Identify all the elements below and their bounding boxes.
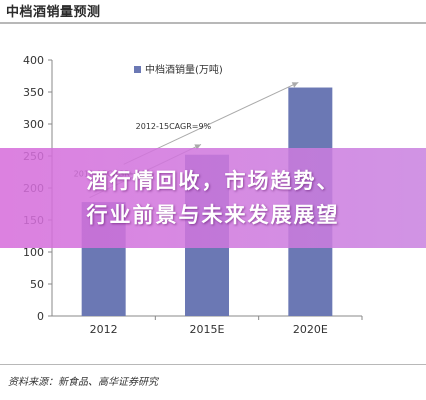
legend-label: 中档酒销量(万吨): [145, 63, 223, 76]
page-title: 中档酒销量预测: [6, 5, 101, 20]
y-tick-label: 0: [37, 310, 44, 323]
y-tick-label: 100: [23, 246, 44, 259]
y-tick-label: 300: [23, 118, 44, 131]
bottom-divider: [0, 364, 426, 365]
banner-line-2: 行业前景与未来发展展望: [86, 203, 340, 227]
x-tick-label: 2012: [90, 323, 118, 336]
x-axis: 2012 2015E 2020E: [52, 315, 363, 336]
y-tick-label: 350: [23, 86, 44, 99]
source-note: 资料来源：新食品、高华证券研究: [8, 377, 158, 388]
y-tick-label: 400: [23, 54, 44, 67]
headline-banner: 酒行情回收，市场趋势、 行业前景与未来发展展望: [0, 148, 426, 248]
y-tick-label: 50: [30, 278, 44, 291]
annotation-label: 2012-15CAGR=9%: [136, 122, 212, 131]
x-tick-label: 2020E: [293, 323, 328, 336]
legend: 中档酒销量(万吨): [134, 63, 223, 76]
top-divider: [0, 22, 426, 24]
legend-swatch: [134, 66, 141, 73]
banner-line-1: 酒行情回收，市场趋势、: [86, 169, 340, 193]
x-tick-label: 2015E: [190, 323, 225, 336]
